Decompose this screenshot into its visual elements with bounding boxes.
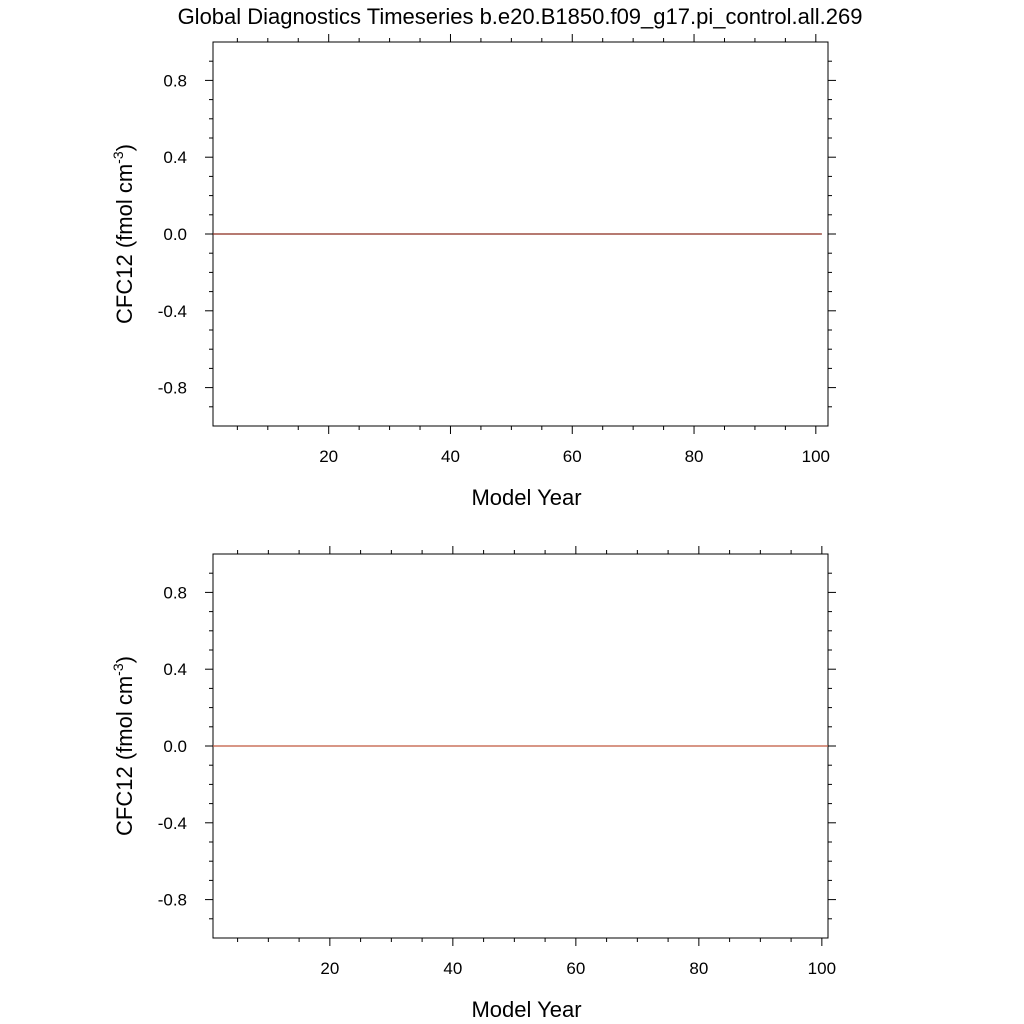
chart1-ytick-label: 0.0 <box>163 225 187 244</box>
chart2-xtick-label: 40 <box>443 959 462 978</box>
chart1-xtick-label: 20 <box>319 447 338 466</box>
chart2-xtick-label: 60 <box>566 959 585 978</box>
chart1-xtick-label: 100 <box>802 447 830 466</box>
chart1-ytick-label: 0.8 <box>163 71 187 90</box>
chart2-ytick-label: -0.4 <box>158 814 187 833</box>
chart2-xtick-label: 20 <box>320 959 339 978</box>
chart-panel-bottom: 20 40 60 80 100 0.8 0.4 0.0 -0.4 -0.8 Model Year CF… <box>110 546 836 1022</box>
chart1-xtick-label: 80 <box>685 447 704 466</box>
chart1-x-axis-label: Model Year <box>471 485 581 510</box>
chart2-ytick-label: 0.0 <box>163 737 187 756</box>
chart1-xtick-label: 40 <box>441 447 460 466</box>
chart2-ytick-label: -0.8 <box>158 891 187 910</box>
chart2-y-axis-label-tail: ) <box>112 656 137 663</box>
figure-title: Global Diagnostics Timeseries b.e20.B185… <box>178 4 863 29</box>
chart1-xtick-label: 60 <box>563 447 582 466</box>
chart2-y-axis-label-superscript: -3 <box>110 663 126 676</box>
chart2-y-axis-label-main: CFC12 (fmol cm <box>112 676 137 836</box>
chart1-y-axis-label-superscript: -3 <box>110 151 126 164</box>
chart2-y-axis-label: CFC12 (fmol cm-3) <box>110 656 137 836</box>
chart-panel-top: 20 40 60 80 100 0.8 0.4 0.0 -0.4 -0.8 Model Year CF… <box>110 34 836 510</box>
chart1-ytick-label: -0.4 <box>158 302 187 321</box>
chart2-ytick-label: 0.8 <box>163 583 187 602</box>
chart1-ytick-label: -0.8 <box>158 379 187 398</box>
chart2-xtick-label: 100 <box>808 959 836 978</box>
chart1-ytick-label: 0.4 <box>163 148 187 167</box>
chart2-ytick-label: 0.4 <box>163 660 187 679</box>
chart1-y-axis-label: CFC12 (fmol cm-3) <box>110 144 137 324</box>
chart2-x-axis-label: Model Year <box>471 997 581 1022</box>
chart2-xtick-label: 80 <box>689 959 708 978</box>
chart1-y-axis-label-main: CFC12 (fmol cm <box>112 164 137 324</box>
chart1-y-axis-label-tail: ) <box>112 144 137 151</box>
